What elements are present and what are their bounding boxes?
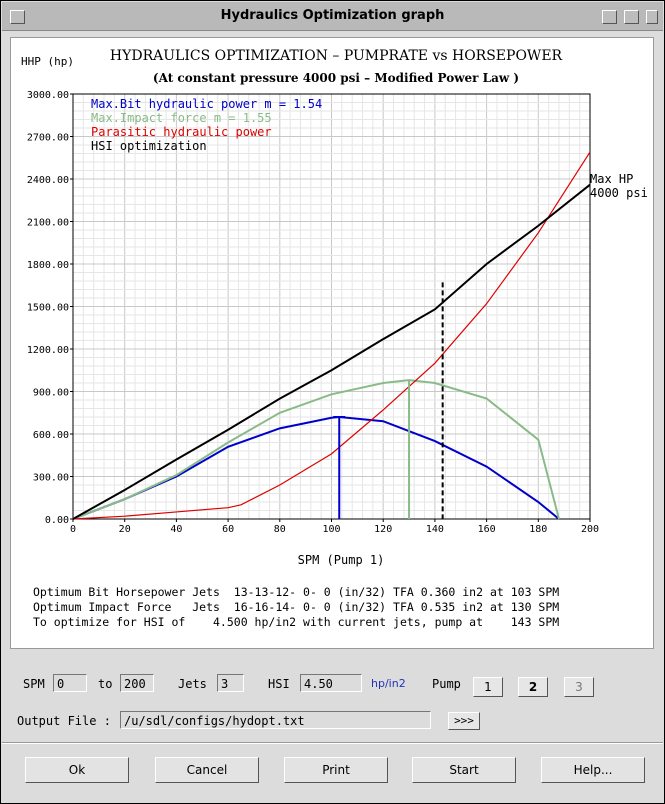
- chart-svg: HHP (hp) HYDRAULICS OPTIMIZATION – PUMPR…: [21, 48, 648, 629]
- x-tick-label: 200: [581, 524, 599, 535]
- chart-subtitle: (At constant pressure 4000 psi – Modifie…: [153, 71, 519, 85]
- x-axis-label: SPM (Pump 1): [298, 553, 385, 567]
- maximize-button[interactable]: [624, 10, 639, 24]
- hsi-label: HSI: [268, 677, 290, 691]
- spm-from-input[interactable]: 0: [53, 674, 87, 692]
- jets-label: Jets: [178, 677, 207, 691]
- output-file-label: Output File :: [17, 714, 111, 728]
- spm-label: SPM: [23, 677, 45, 691]
- window-title: Hydraulics Optimization graph: [220, 8, 445, 23]
- y-tick-label: 2100.00: [27, 218, 69, 229]
- output-file-input[interactable]: /u/sdl/configs/hydopt.txt: [120, 711, 431, 729]
- pump-2-button[interactable]: 2: [518, 677, 548, 697]
- help-button[interactable]: Help...: [541, 757, 645, 783]
- y-tick-label: 300.00: [33, 473, 69, 484]
- y-tick-label: 0.00: [45, 515, 69, 526]
- x-tick-label: 160: [478, 524, 496, 535]
- chart-grid: [72, 93, 591, 520]
- minimize-button[interactable]: [602, 10, 617, 24]
- start-button[interactable]: Start: [412, 757, 516, 783]
- x-tick-label: 60: [222, 524, 234, 535]
- hsi-optimization-line: [72, 183, 591, 520]
- chart-axes: 3000.002700.002400.002100.001800.001500.…: [27, 90, 599, 535]
- cancel-button[interactable]: Cancel: [155, 757, 259, 783]
- spm-to-input[interactable]: 200: [120, 674, 154, 692]
- y-tick-label: 1800.00: [27, 260, 69, 271]
- x-tick-label: 180: [529, 524, 547, 535]
- pump-label: Pump: [432, 677, 461, 691]
- legend-impact-force: Max.Impact force m = 1.55: [91, 111, 272, 125]
- x-tick-label: 100: [322, 524, 340, 535]
- y-axis-label: HHP (hp): [21, 55, 74, 68]
- parasitic-power-line: [72, 151, 591, 520]
- x-tick-label: 20: [119, 524, 131, 535]
- x-tick-label: 0: [70, 524, 76, 535]
- close-button[interactable]: [646, 10, 658, 24]
- jets-input[interactable]: 3: [217, 674, 244, 692]
- separator: [2, 742, 663, 744]
- y-tick-label: 1200.00: [27, 345, 69, 356]
- x-tick-label: 140: [426, 524, 444, 535]
- hsi-unit-label: hp/in2: [371, 677, 406, 690]
- chart-legend: Max.Bit hydraulic power m = 1.54Max.Impa…: [91, 97, 322, 153]
- result-line-impact-force: Optimum Impact Force Jets 16-16-14- 0- 0…: [33, 600, 559, 614]
- chart-markers: [333, 282, 444, 519]
- hsi-input[interactable]: 4.50: [300, 674, 362, 692]
- pressure-annotation: 4000 psi: [590, 186, 648, 200]
- result-line-hsi: To optimize for HSI of 4.500 hp/in2 with…: [33, 615, 559, 629]
- pump-1-button[interactable]: 1: [473, 677, 503, 697]
- pump-3-button[interactable]: 3: [564, 677, 594, 697]
- browse-button[interactable]: >>>: [448, 712, 480, 730]
- y-tick-label: 900.00: [33, 388, 69, 399]
- y-tick-label: 600.00: [33, 430, 69, 441]
- legend-hsi-optimization: HSI optimization: [91, 139, 207, 153]
- x-tick-label: 40: [170, 524, 182, 535]
- x-tick-label: 80: [274, 524, 286, 535]
- x-tick-label: 120: [374, 524, 392, 535]
- y-tick-label: 1500.00: [27, 303, 69, 314]
- title-bar[interactable]: Hydraulics Optimization graph: [2, 2, 663, 31]
- print-button[interactable]: Print: [284, 757, 388, 783]
- chart-series: [72, 151, 591, 520]
- chart-title: HYDRAULICS OPTIMIZATION – PUMPRATE vs HO…: [110, 48, 563, 64]
- y-tick-label: 2400.00: [27, 175, 69, 186]
- y-tick-label: 2700.00: [27, 133, 69, 144]
- to-label: to: [98, 677, 113, 691]
- legend-bit-hydraulic-power: Max.Bit hydraulic power m = 1.54: [91, 97, 322, 111]
- max-hp-annotation: Max HP: [590, 172, 633, 186]
- chart-panel: HHP (hp) HYDRAULICS OPTIMIZATION – PUMPR…: [10, 37, 654, 649]
- result-line-bit-horsepower: Optimum Bit Horsepower Jets 13-13-12- 0-…: [33, 585, 559, 599]
- y-tick-label: 3000.00: [27, 90, 69, 101]
- impact-force-line: [72, 379, 560, 520]
- legend-parasitic-power: Parasitic hydraulic power: [91, 125, 272, 139]
- ok-button[interactable]: Ok: [25, 757, 129, 783]
- window-menu-button[interactable]: [10, 10, 25, 24]
